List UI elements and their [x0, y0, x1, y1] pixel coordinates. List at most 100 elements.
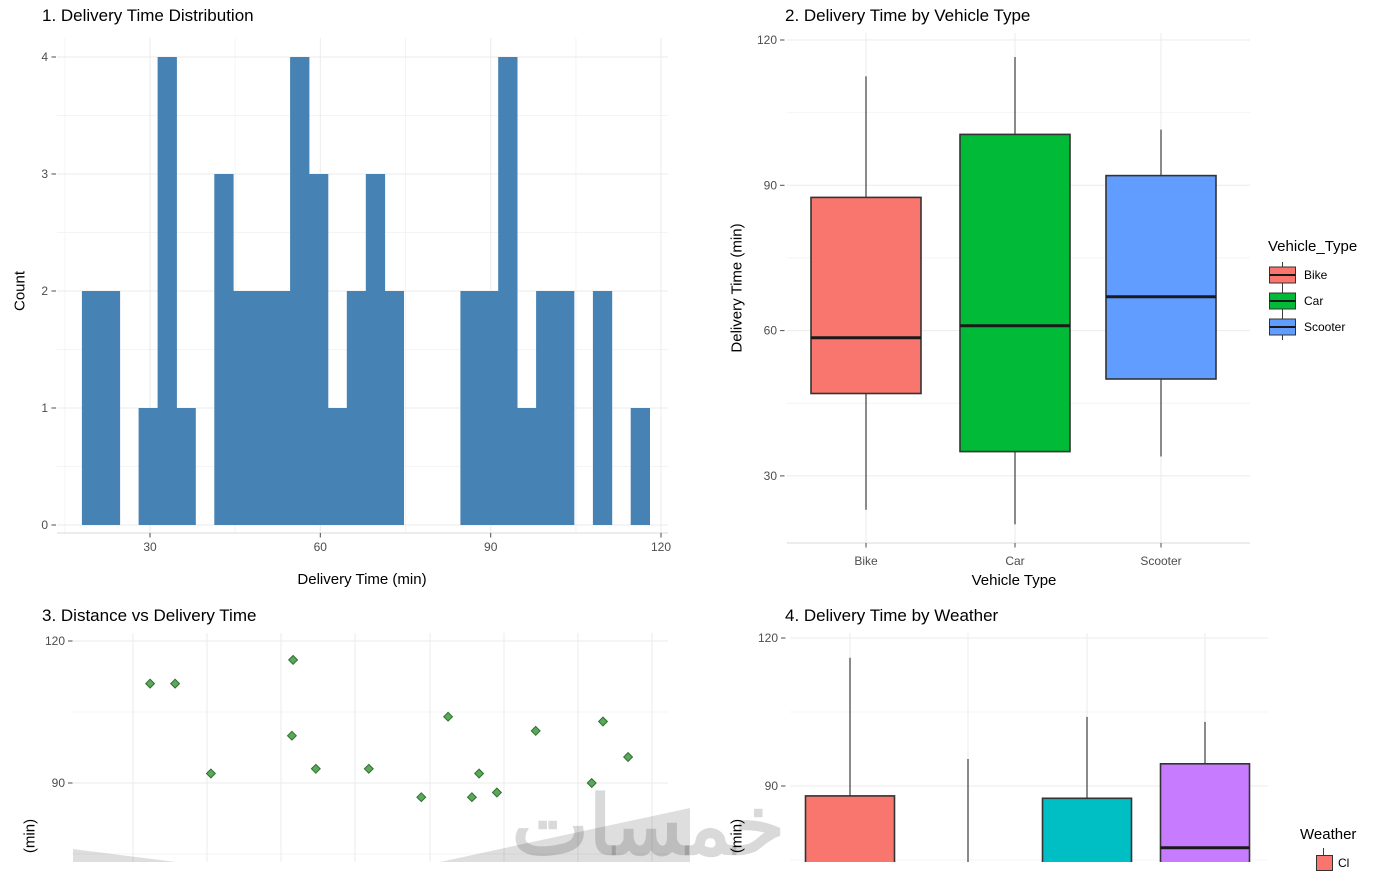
y-tick-label: 60 [764, 324, 778, 338]
weather-legend-first-label-partial: Cl [1338, 856, 1350, 870]
scatter-point [169, 678, 181, 689]
histogram-bar [100, 291, 121, 525]
box-rect [959, 133, 1071, 453]
y-tick-label: 3 [41, 167, 48, 181]
vehicle-type-legend: Vehicle_Type Bike Car Scooter [1268, 238, 1357, 340]
x-tick-label: 120 [651, 540, 671, 554]
y-tick-label: 120 [45, 634, 65, 648]
legend-item-car: Car [1268, 288, 1357, 314]
box-rect [810, 196, 922, 395]
y-tick-label: 0 [41, 518, 48, 532]
y-tick-label: 90 [765, 779, 779, 793]
scatter-point [466, 792, 478, 803]
legend-item-bike: Bike [1268, 262, 1357, 288]
chart3-title: 3. Distance vs Delivery Time [42, 606, 257, 625]
histogram-bar [309, 174, 329, 525]
scatter-point [286, 730, 298, 741]
vehicle-type-legend-items: Bike Car Scooter [1268, 262, 1357, 340]
scatter-point [287, 654, 299, 666]
legend-key-boxplot-glyph [1269, 314, 1296, 340]
scatter-point [442, 711, 454, 722]
chart2-x-axis-label: Vehicle Type [971, 572, 1057, 589]
y-tick-label: 2 [41, 284, 48, 298]
histogram-bar [176, 408, 196, 525]
histogram-bar [517, 408, 537, 525]
histogram-panel: 30 60 90 120 0 1 2 3 4 [41, 38, 671, 554]
histogram-bar [630, 408, 650, 525]
histogram-bar [214, 174, 234, 525]
watermark-text: خمسات [511, 781, 785, 872]
chart1-y-axis-label: Count [11, 270, 29, 312]
scatter-point [530, 725, 541, 737]
legend-key-boxplot-glyph [1269, 262, 1296, 288]
box-rect [1159, 762, 1251, 862]
histogram-bar [384, 291, 404, 525]
histogram-bar [536, 291, 556, 525]
scatter-point [586, 777, 597, 789]
scatter-point [416, 792, 427, 803]
weather-legend-key-whisker [1323, 848, 1324, 855]
legend-item-label: Car [1304, 294, 1324, 308]
histogram-bar [157, 57, 177, 525]
histogram-bar [346, 291, 367, 525]
x-tick-label: 60 [314, 540, 328, 554]
chart2-y-axis-label: Delivery Time (min) [728, 223, 746, 353]
scatter-point [622, 751, 634, 763]
histogram-bar [290, 57, 310, 525]
x-tick-label: Car [1005, 554, 1024, 568]
scatter-point [144, 678, 156, 689]
histogram-bar [498, 57, 518, 525]
histogram-bar [327, 408, 348, 525]
chart4-y-axis-label-partial: (min) [728, 818, 746, 854]
chart3-y-axis-label-partial: (min) [21, 818, 39, 854]
x-tick-label: Bike [854, 554, 878, 568]
y-tick-label: 120 [757, 33, 777, 47]
legend-item-label: Scooter [1304, 320, 1346, 334]
chart4-title: 4. Delivery Time by Weather [785, 606, 999, 625]
vehicle-type-legend-title: Vehicle_Type [1268, 238, 1358, 255]
histogram-bar [81, 291, 102, 525]
y-tick-label: 1 [41, 401, 48, 415]
boxplot-weather-panel: 90 120 [758, 631, 1268, 862]
histogram-bar [460, 291, 480, 525]
watermark-ribbon-large [440, 808, 690, 862]
scatter-point [205, 768, 217, 779]
y-tick-label: 90 [764, 178, 778, 192]
weather-legend-key-swatch [1316, 855, 1333, 871]
histogram-bar [138, 408, 158, 525]
chart1-x-axis-label: Delivery Time (min) [297, 571, 427, 588]
y-tick-label: 4 [41, 50, 48, 64]
scatter-point [473, 768, 485, 779]
histogram-bar [252, 291, 272, 525]
weather-legend: Weather [1300, 826, 1356, 850]
x-tick-label: Scooter [1140, 554, 1181, 568]
y-tick-label: 30 [764, 469, 778, 483]
weather-legend-title: Weather [1300, 826, 1357, 843]
scatter-point [363, 763, 374, 774]
scatter-panel: 90 120 [45, 633, 668, 862]
histogram-bar [555, 291, 575, 525]
y-tick-label: 90 [52, 776, 66, 790]
box-rect [1105, 174, 1217, 380]
legend-item-label: Bike [1304, 268, 1328, 282]
watermark-shapes [73, 808, 690, 862]
histogram-bar [592, 291, 613, 525]
scatter-point [597, 716, 609, 727]
legend-key-boxplot-glyph [1269, 288, 1296, 314]
y-tick-label: 120 [758, 631, 778, 645]
box-rect [804, 795, 896, 862]
scatter-point [491, 787, 503, 798]
x-tick-label: 30 [143, 540, 157, 554]
chart2-title: 2. Delivery Time by Vehicle Type [785, 6, 1031, 25]
watermark-ribbon-small [73, 849, 176, 862]
legend-item-scooter: Scooter [1268, 314, 1357, 340]
histogram-bar [233, 291, 253, 525]
histogram-bar [271, 291, 291, 525]
histogram-bar [365, 174, 386, 525]
scatter-point [310, 763, 321, 774]
chart1-title: 1. Delivery Time Distribution [42, 6, 254, 25]
x-tick-label: 90 [484, 540, 498, 554]
histogram-bar [479, 291, 499, 525]
